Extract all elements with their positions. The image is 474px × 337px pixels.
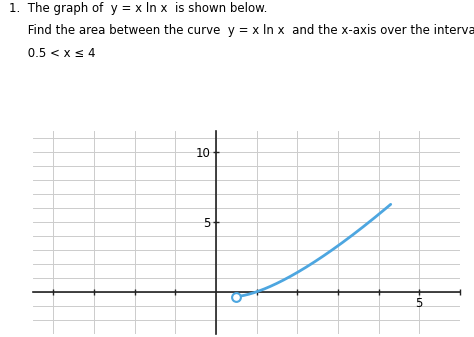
Point xyxy=(233,294,240,299)
Text: Find the area between the curve  y = x ln x  and the x-axis over the interval,: Find the area between the curve y = x ln… xyxy=(9,24,474,37)
Text: 1.  The graph of  y = x ln x  is shown below.: 1. The graph of y = x ln x is shown belo… xyxy=(9,2,268,15)
Text: 5: 5 xyxy=(416,297,423,310)
Text: 0.5 < x ≤ 4: 0.5 < x ≤ 4 xyxy=(9,47,96,60)
